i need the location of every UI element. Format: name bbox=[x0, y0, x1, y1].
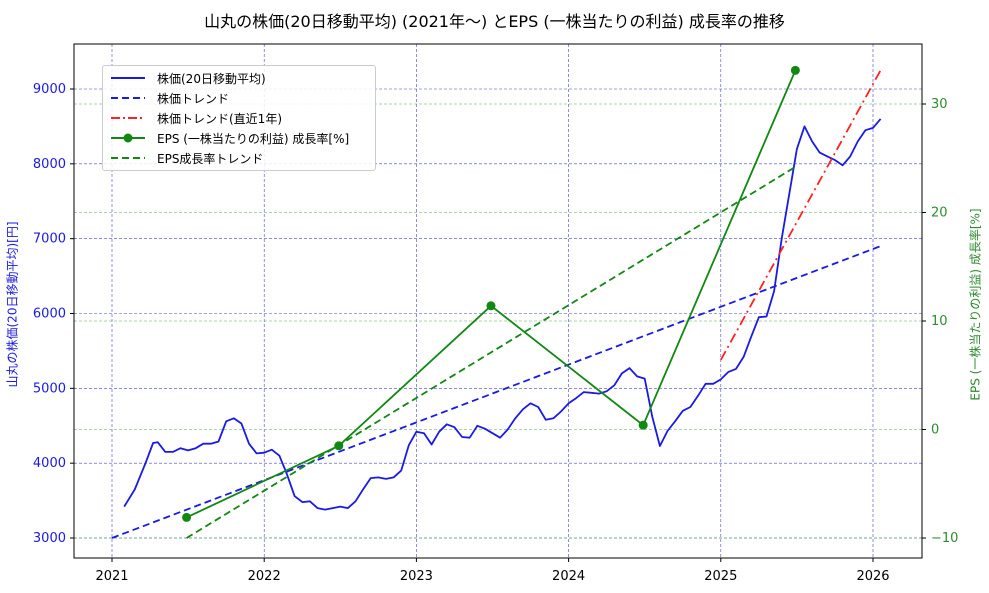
left-y-tick-label: 6000 bbox=[33, 307, 66, 322]
left-y-tick-label: 4000 bbox=[33, 456, 66, 471]
dashdot-red-line-icon bbox=[111, 117, 145, 119]
legend: 株価(20日移動平均) 株価トレンド 株価トレンド(直近1年) EPS (一株当… bbox=[102, 65, 376, 171]
legend-item-eps: EPS (一株当たりの利益) 成長率[%] bbox=[111, 128, 349, 148]
data-point-marker bbox=[790, 65, 800, 75]
green-line-marker-icon bbox=[111, 133, 145, 143]
x-tick-label: 2022 bbox=[248, 569, 281, 584]
left-y-tick-label: 3000 bbox=[33, 531, 66, 546]
series-line bbox=[186, 166, 796, 539]
x-tick-label: 2026 bbox=[856, 569, 889, 584]
legend-label: 株価トレンド(直近1年) bbox=[157, 111, 282, 126]
legend-label: 株価(20日移動平均) bbox=[157, 71, 266, 86]
dashed-blue-line-icon bbox=[111, 97, 145, 99]
data-point-marker bbox=[486, 301, 496, 311]
legend-label: EPS (一株当たりの利益) 成長率[%] bbox=[157, 131, 350, 146]
legend-item-price-trend-recent: 株価トレンド(直近1年) bbox=[111, 108, 282, 128]
left-y-tick-label: 5000 bbox=[33, 381, 66, 396]
right-y-tick-label: 20 bbox=[931, 206, 948, 221]
data-point-marker bbox=[182, 512, 192, 522]
legend-item-price: 株価(20日移動平均) bbox=[111, 68, 266, 88]
right-y-axis-label: EPS (一株当たりの利益) 成長率[%] bbox=[968, 208, 983, 401]
left-y-tick-label: 7000 bbox=[33, 232, 66, 247]
solid-blue-line-icon bbox=[111, 77, 145, 79]
right-y-tick-label: 0 bbox=[931, 423, 939, 438]
left-y-axis-label: 山丸の株価(20日移動平均)[円] bbox=[5, 221, 20, 388]
x-tick-label: 2024 bbox=[552, 569, 585, 584]
right-y-tick-label: 30 bbox=[931, 97, 948, 112]
legend-item-eps-trend: EPS成長率トレンド bbox=[111, 148, 263, 168]
data-point-marker bbox=[638, 420, 648, 430]
chart-title: 山丸の株価(20日移動平均) (2021年〜) とEPS (一株当たりの利益) … bbox=[204, 12, 785, 31]
dashed-green-line-icon bbox=[111, 157, 145, 159]
left-y-tick-label: 9000 bbox=[33, 82, 66, 97]
legend-item-price-trend: 株価トレンド bbox=[111, 88, 229, 108]
right-y-tick-label: 10 bbox=[931, 314, 948, 329]
plot-frame bbox=[73, 43, 923, 559]
series-line bbox=[111, 245, 881, 539]
left-y-tick-label: 8000 bbox=[33, 157, 66, 172]
x-tick-label: 2025 bbox=[704, 569, 737, 584]
legend-label: EPS成長率トレンド bbox=[157, 151, 264, 166]
series-line bbox=[720, 69, 882, 361]
series-line bbox=[123, 118, 882, 511]
right-y-tick-label: −10 bbox=[931, 531, 958, 546]
x-tick-label: 2021 bbox=[95, 569, 128, 584]
x-tick-label: 2023 bbox=[400, 569, 433, 584]
legend-label: 株価トレンド bbox=[157, 91, 230, 106]
